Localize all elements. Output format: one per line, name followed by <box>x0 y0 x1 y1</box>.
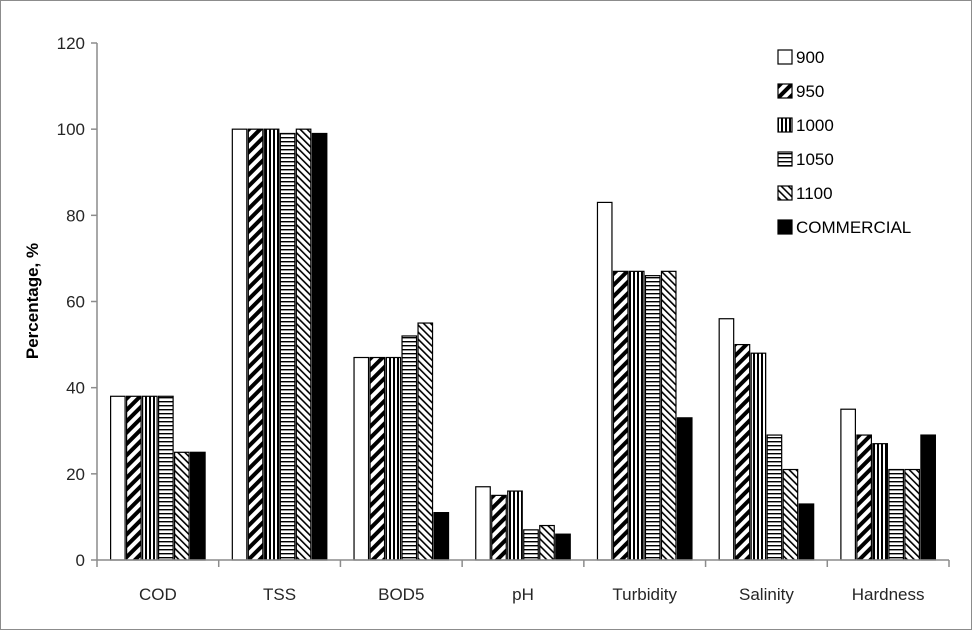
bar-ph-commercial <box>555 533 571 561</box>
bar-ph-900 <box>475 486 491 561</box>
bar-cod-900 <box>110 395 126 561</box>
y-tick-label: 80 <box>66 206 85 225</box>
bar-cod-commercial <box>190 451 206 561</box>
bar-salinity-950 <box>734 343 751 561</box>
bar-tss-commercial <box>311 132 328 561</box>
y-tick-label: 60 <box>66 293 85 312</box>
legend-label-950: 950 <box>796 82 824 101</box>
y-tick-label: 0 <box>76 551 85 570</box>
x-tick-label: TSS <box>263 585 296 604</box>
bar-tss-900 <box>231 128 248 561</box>
bar-hardness-900 <box>840 408 856 561</box>
bar-turbidity-1050 <box>644 275 661 561</box>
bar-ph-1050 <box>523 529 539 561</box>
y-tick-label: 100 <box>57 120 85 139</box>
bar-turbidity-950 <box>612 270 629 561</box>
legend-swatch-1000 <box>777 117 793 133</box>
bar-bod5-1050 <box>401 335 418 561</box>
bar-bod5-commercial <box>433 512 450 561</box>
x-tick-label: Salinity <box>739 585 794 604</box>
bar-salinity-1000 <box>750 352 767 561</box>
bar-tss-950 <box>247 128 264 561</box>
legend-swatch-900 <box>777 49 793 65</box>
legend-label-900: 900 <box>796 48 824 67</box>
bar-cod-1100 <box>174 451 190 561</box>
legend-swatch-950 <box>777 83 793 99</box>
legend-swatch-1050 <box>777 151 793 167</box>
bar-cod-950 <box>126 395 142 561</box>
bar-tss-1050 <box>279 132 296 561</box>
bar-ph-1100 <box>539 524 555 561</box>
y-axis-title: Percentage, % <box>23 243 42 359</box>
bar-cod-1050 <box>158 395 174 561</box>
bar-bod5-950 <box>369 356 386 561</box>
legend-label-1100: 1100 <box>796 184 833 203</box>
y-tick-label: 120 <box>57 34 85 53</box>
legend-swatch-1100 <box>777 185 793 201</box>
bar-hardness-1000 <box>872 443 888 561</box>
y-tick-label: 20 <box>66 465 85 484</box>
x-tick-label: BOD5 <box>378 585 424 604</box>
bar-hardness-950 <box>856 434 872 561</box>
bar-turbidity-900 <box>596 201 613 561</box>
bar-hardness-1050 <box>888 468 904 561</box>
axes-group: 0 20 40 60 80 100 120 COD TSS BOD5 pH Turbidity Sali… <box>57 34 950 604</box>
legend: 900 950 1000 1050 1100 COMMERCIAL <box>777 48 911 237</box>
bar-tss-1000 <box>263 128 280 561</box>
y-tick-label: 40 <box>66 379 85 398</box>
bar-salinity-commercial <box>798 503 815 561</box>
legend-swatch-commercial <box>777 219 793 235</box>
bar-hardness-1100 <box>904 468 920 561</box>
bar-ph-950 <box>491 494 507 561</box>
x-tick-label: pH <box>512 585 534 604</box>
x-tick-label: COD <box>139 585 177 604</box>
bar-ph-1000 <box>507 490 523 561</box>
bar-bod5-1100 <box>417 322 434 561</box>
bar-salinity-1050 <box>766 434 783 561</box>
bars-group <box>110 128 936 561</box>
legend-label-commercial: COMMERCIAL <box>796 218 911 237</box>
x-tick-label: Turbidity <box>612 585 677 604</box>
bar-salinity-1100 <box>782 468 799 561</box>
legend-label-1000: 1000 <box>796 116 834 135</box>
bar-salinity-900 <box>718 318 735 561</box>
legend-label-1050: 1050 <box>796 150 834 169</box>
bar-turbidity-commercial <box>676 417 693 561</box>
bar-cod-1000 <box>142 395 158 561</box>
bar-bod5-900 <box>353 356 370 561</box>
bar-bod5-1000 <box>385 356 402 561</box>
x-tick-label: Hardness <box>852 585 925 604</box>
bar-tss-1100 <box>295 128 312 561</box>
bar-hardness-commercial <box>920 434 936 561</box>
bar-turbidity-1100 <box>660 270 677 561</box>
bar-turbidity-1000 <box>628 270 645 561</box>
